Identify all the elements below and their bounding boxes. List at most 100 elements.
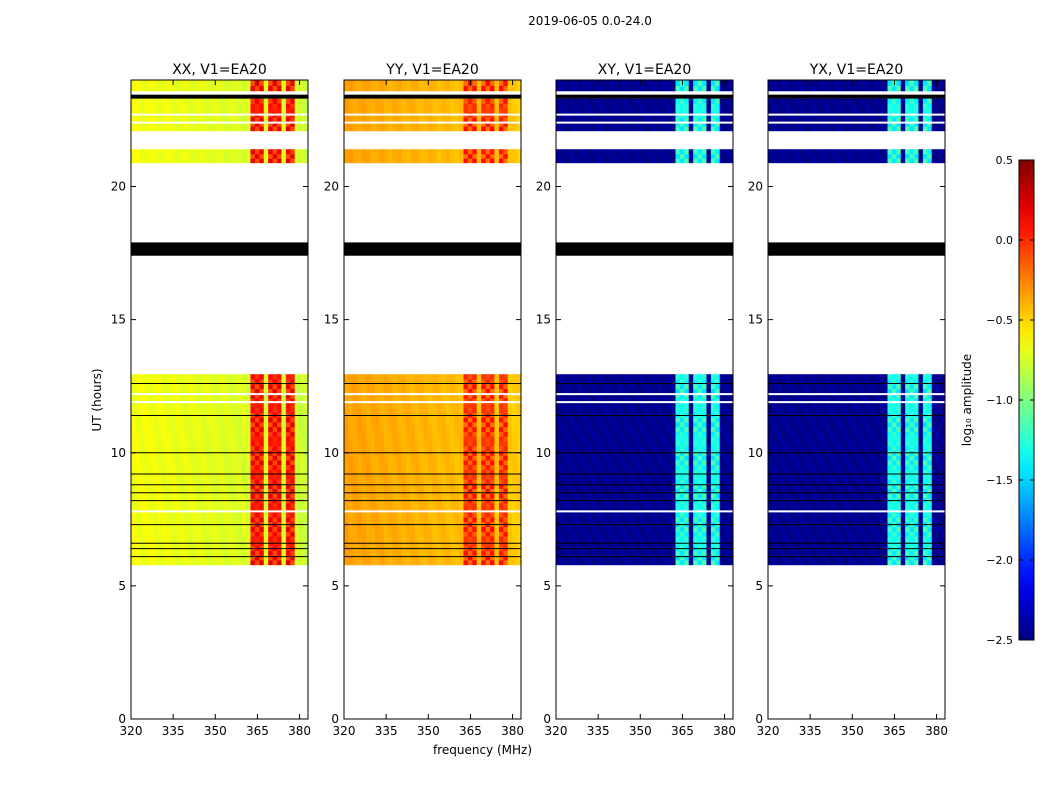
heatmap-cell (268, 459, 274, 466)
heatmap-cell (361, 417, 367, 423)
heatmap-cell (254, 421, 260, 428)
heatmap-cell (423, 85, 429, 92)
heatmap-cell (450, 459, 456, 466)
heatmap-cell (490, 559, 496, 566)
heatmap-cell (201, 121, 207, 127)
heatmap-cell (179, 493, 185, 499)
heatmap-cell (702, 559, 708, 566)
heatmap-cell (285, 536, 291, 542)
heatmap-cell (481, 103, 487, 109)
heatmap-cell (441, 469, 447, 475)
heatmap-cell (445, 426, 451, 432)
heatmap-cell (272, 469, 278, 475)
heatmap-cell (494, 493, 500, 499)
heatmap-cell (397, 388, 403, 394)
heatmap-cell (250, 388, 256, 394)
heatmap-cell (232, 550, 238, 556)
heatmap-cell (361, 559, 367, 566)
heatmap-cell (719, 478, 725, 485)
heatmap-cell (135, 469, 141, 475)
heatmap-cell (503, 426, 509, 432)
heatmap-cell (459, 559, 465, 566)
heatmap-cell (179, 445, 185, 451)
heatmap-cell (250, 536, 256, 542)
heatmap-cell (361, 493, 367, 499)
heatmap-cell (684, 536, 690, 542)
heatmap-cell (361, 80, 367, 86)
heatmap-cell (503, 469, 509, 475)
heatmap-cell (206, 431, 212, 437)
heatmap-cell (294, 440, 300, 447)
heatmap-cell (635, 488, 641, 494)
heatmap-cell (432, 126, 438, 132)
heatmap-cell (671, 507, 677, 513)
heatmap-cell (135, 153, 141, 159)
heatmap-cell (259, 103, 265, 109)
heatmap-cell (192, 85, 198, 92)
heatmap-cell (719, 483, 725, 490)
heatmap-cell (481, 158, 487, 164)
heatmap-cell (604, 483, 610, 490)
heatmap-cell (197, 153, 203, 159)
heatmap-cell (512, 559, 518, 566)
heatmap-cell (294, 398, 300, 404)
heatmap-cell (344, 555, 350, 561)
heatmap-cell (706, 502, 712, 509)
heatmap-cell (144, 555, 150, 561)
heatmap-cell (281, 426, 287, 432)
heatmap-cell (272, 98, 278, 104)
heatmap-cell (144, 421, 150, 428)
heatmap-cell (569, 493, 575, 499)
heatmap-cell (210, 80, 216, 86)
heatmap-cell (728, 516, 733, 523)
heatmap-cell (419, 378, 425, 385)
heatmap-cell (179, 374, 185, 380)
heatmap-cell (383, 455, 389, 461)
heatmap-cell (232, 464, 238, 470)
heatmap-cell (135, 388, 141, 394)
heatmap-cell (268, 107, 274, 113)
heatmap-cell (405, 431, 411, 437)
heatmap-cell (586, 483, 592, 490)
heatmap-cell (232, 436, 238, 442)
heatmap-cell (299, 431, 305, 437)
heatmap-cell (679, 526, 685, 532)
heatmap-cell (419, 116, 425, 123)
heatmap-cell (392, 526, 398, 532)
heatmap-cell (459, 149, 465, 155)
heatmap-cell (361, 402, 367, 409)
heatmap-cell (241, 459, 247, 466)
heatmap-cell (648, 507, 654, 513)
heatmap-cell (188, 440, 194, 447)
heatmap-cell (357, 421, 363, 428)
heatmap-cell (299, 149, 305, 155)
heatmap-cell (250, 502, 256, 509)
heatmap-cell (272, 121, 278, 127)
heatmap-cell (379, 531, 385, 537)
heatmap-cell (374, 531, 380, 537)
heatmap-cell (569, 555, 575, 561)
axes-frame (130, 79, 309, 720)
heatmap-cell (379, 374, 385, 380)
heatmap-cell (268, 531, 274, 537)
heatmap-cell (613, 536, 619, 542)
heatmap-cell (277, 526, 283, 532)
heatmap-cell (419, 158, 425, 164)
heatmap-cell (507, 478, 513, 485)
heatmap-cell (294, 536, 300, 542)
heatmap-cell (281, 383, 287, 390)
heatmap-cell (201, 149, 207, 155)
heatmap-cell (507, 153, 513, 159)
heatmap-cell (503, 158, 509, 164)
heatmap-cell (498, 431, 504, 437)
heatmap-cell (512, 374, 518, 380)
heatmap-cell (157, 516, 163, 523)
heatmap-cell (299, 378, 305, 385)
heatmap-cell (640, 559, 646, 566)
heatmap-cell (450, 85, 456, 92)
heatmap-cell (512, 478, 518, 485)
heatmap-cell (445, 153, 451, 159)
heatmap-cell (241, 402, 247, 409)
heatmap-cell (405, 103, 411, 109)
heatmap-cell (512, 507, 518, 513)
